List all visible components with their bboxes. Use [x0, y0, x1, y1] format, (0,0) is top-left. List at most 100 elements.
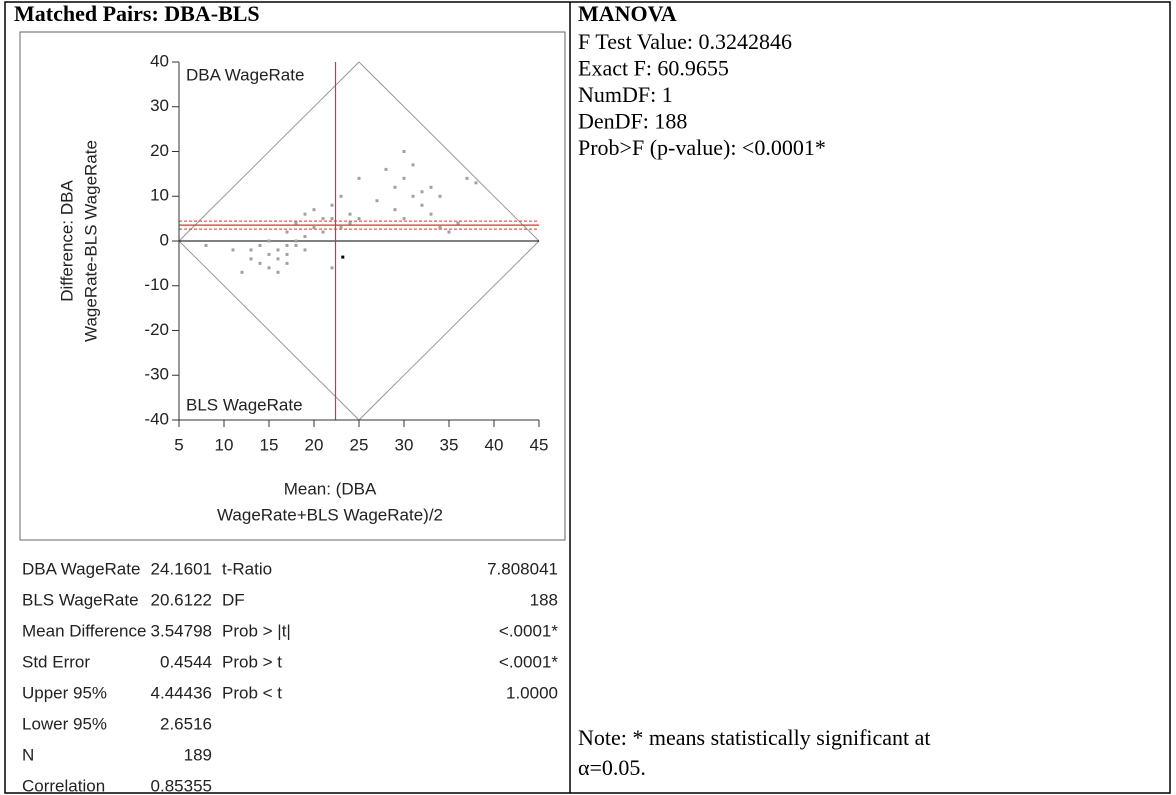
stat-cell: Upper 95% [22, 683, 107, 702]
point [204, 243, 208, 247]
point [276, 257, 280, 261]
point [330, 266, 334, 270]
stat-cell: 4.44436 [151, 683, 212, 702]
y-tick-label: 20 [150, 141, 169, 160]
point [393, 185, 397, 189]
manova-line: F Test Value: 0.3242846 [578, 29, 792, 54]
point [231, 248, 235, 252]
point [330, 217, 334, 221]
left-title: Matched Pairs: DBA-BLS [14, 1, 260, 26]
point [267, 239, 271, 243]
point [357, 217, 361, 221]
point [375, 199, 379, 203]
point [393, 208, 397, 212]
point [465, 176, 469, 180]
manova-line: NumDF: 1 [578, 82, 673, 107]
stat-cell: Prob < t [222, 683, 282, 702]
stat-cell: DF [222, 590, 245, 609]
point [276, 270, 280, 274]
point [294, 221, 298, 225]
y-tick-label: 0 [160, 230, 169, 249]
stat-cell: 188 [530, 590, 558, 609]
stat-cell: Prob > |t| [222, 621, 291, 640]
x-axis-label: Mean: (DBA [284, 479, 377, 498]
stat-cell: 2.6516 [160, 714, 212, 733]
manova-line: Exact F: 60.9655 [578, 56, 729, 81]
point [276, 248, 280, 252]
manova-line: DenDF: 188 [578, 109, 687, 134]
x-tick-label: 15 [260, 435, 279, 454]
stat-cell: 3.54798 [151, 621, 212, 640]
note-line: Note: * means statistically significant … [578, 725, 931, 750]
point [438, 226, 442, 230]
y-tick-label: 40 [150, 51, 169, 70]
stat-cell: Lower 95% [22, 714, 107, 733]
stat-cell: Prob > t [222, 652, 282, 671]
stat-cell: 24.1601 [151, 559, 212, 578]
stat-cell: N [22, 745, 34, 764]
point [258, 261, 262, 265]
point [420, 203, 424, 207]
point [438, 194, 442, 198]
point [285, 243, 289, 247]
point [411, 194, 415, 198]
stat-cell: 0.85355 [151, 776, 212, 795]
point [348, 212, 352, 216]
y-tick-label: -10 [144, 275, 169, 294]
point [384, 167, 388, 171]
point [267, 252, 271, 256]
point [429, 212, 433, 216]
x-tick-label: 10 [215, 435, 234, 454]
stat-cell: 1.0000 [506, 683, 558, 702]
x-tick-label: 20 [305, 435, 324, 454]
point [411, 163, 415, 167]
stat-cell: 20.6122 [151, 590, 212, 609]
point [339, 194, 343, 198]
x-tick-label: 40 [485, 435, 504, 454]
y-axis-label: WageRate-BLS WageRate [81, 140, 100, 342]
point [402, 176, 406, 180]
point [285, 230, 289, 234]
x-tick-label: 5 [174, 435, 183, 454]
y-tick-label: -40 [144, 409, 169, 428]
point [285, 261, 289, 265]
stat-cell: Mean Difference [22, 621, 146, 640]
point [420, 190, 424, 194]
point [341, 255, 345, 259]
annotation: BLS WageRate [186, 395, 303, 414]
x-tick-label: 45 [530, 435, 549, 454]
point [294, 239, 298, 243]
stat-cell: 189 [184, 745, 212, 764]
point [258, 243, 262, 247]
table-border [4, 1, 1171, 794]
point [456, 221, 460, 225]
y-tick-label: -20 [144, 320, 169, 339]
point [321, 230, 325, 234]
point [402, 217, 406, 221]
point [429, 185, 433, 189]
point [249, 257, 253, 261]
chart-frame [19, 31, 566, 541]
point [339, 226, 343, 230]
point [303, 235, 307, 239]
point [303, 212, 307, 216]
point [312, 226, 316, 230]
point [294, 243, 298, 247]
note-line: α=0.05. [578, 755, 646, 780]
point [402, 150, 406, 153]
x-tick-label: 35 [440, 435, 459, 454]
stat-cell: <.0001* [499, 621, 558, 640]
stat-cell: <.0001* [499, 652, 558, 671]
point [330, 203, 334, 207]
stat-cell: BLS WageRate [22, 590, 139, 609]
y-tick-label: 30 [150, 96, 169, 115]
point [348, 221, 352, 225]
point [267, 266, 271, 270]
x-axis-label: WageRate+BLS WageRate)/2 [217, 505, 443, 524]
stat-cell: t-Ratio [222, 559, 272, 578]
annotation: DBA WageRate [186, 65, 304, 84]
manova-line: Prob>F (p-value): <0.0001* [578, 135, 826, 160]
x-tick-label: 25 [350, 435, 369, 454]
stat-cell: 0.4544 [160, 652, 212, 671]
